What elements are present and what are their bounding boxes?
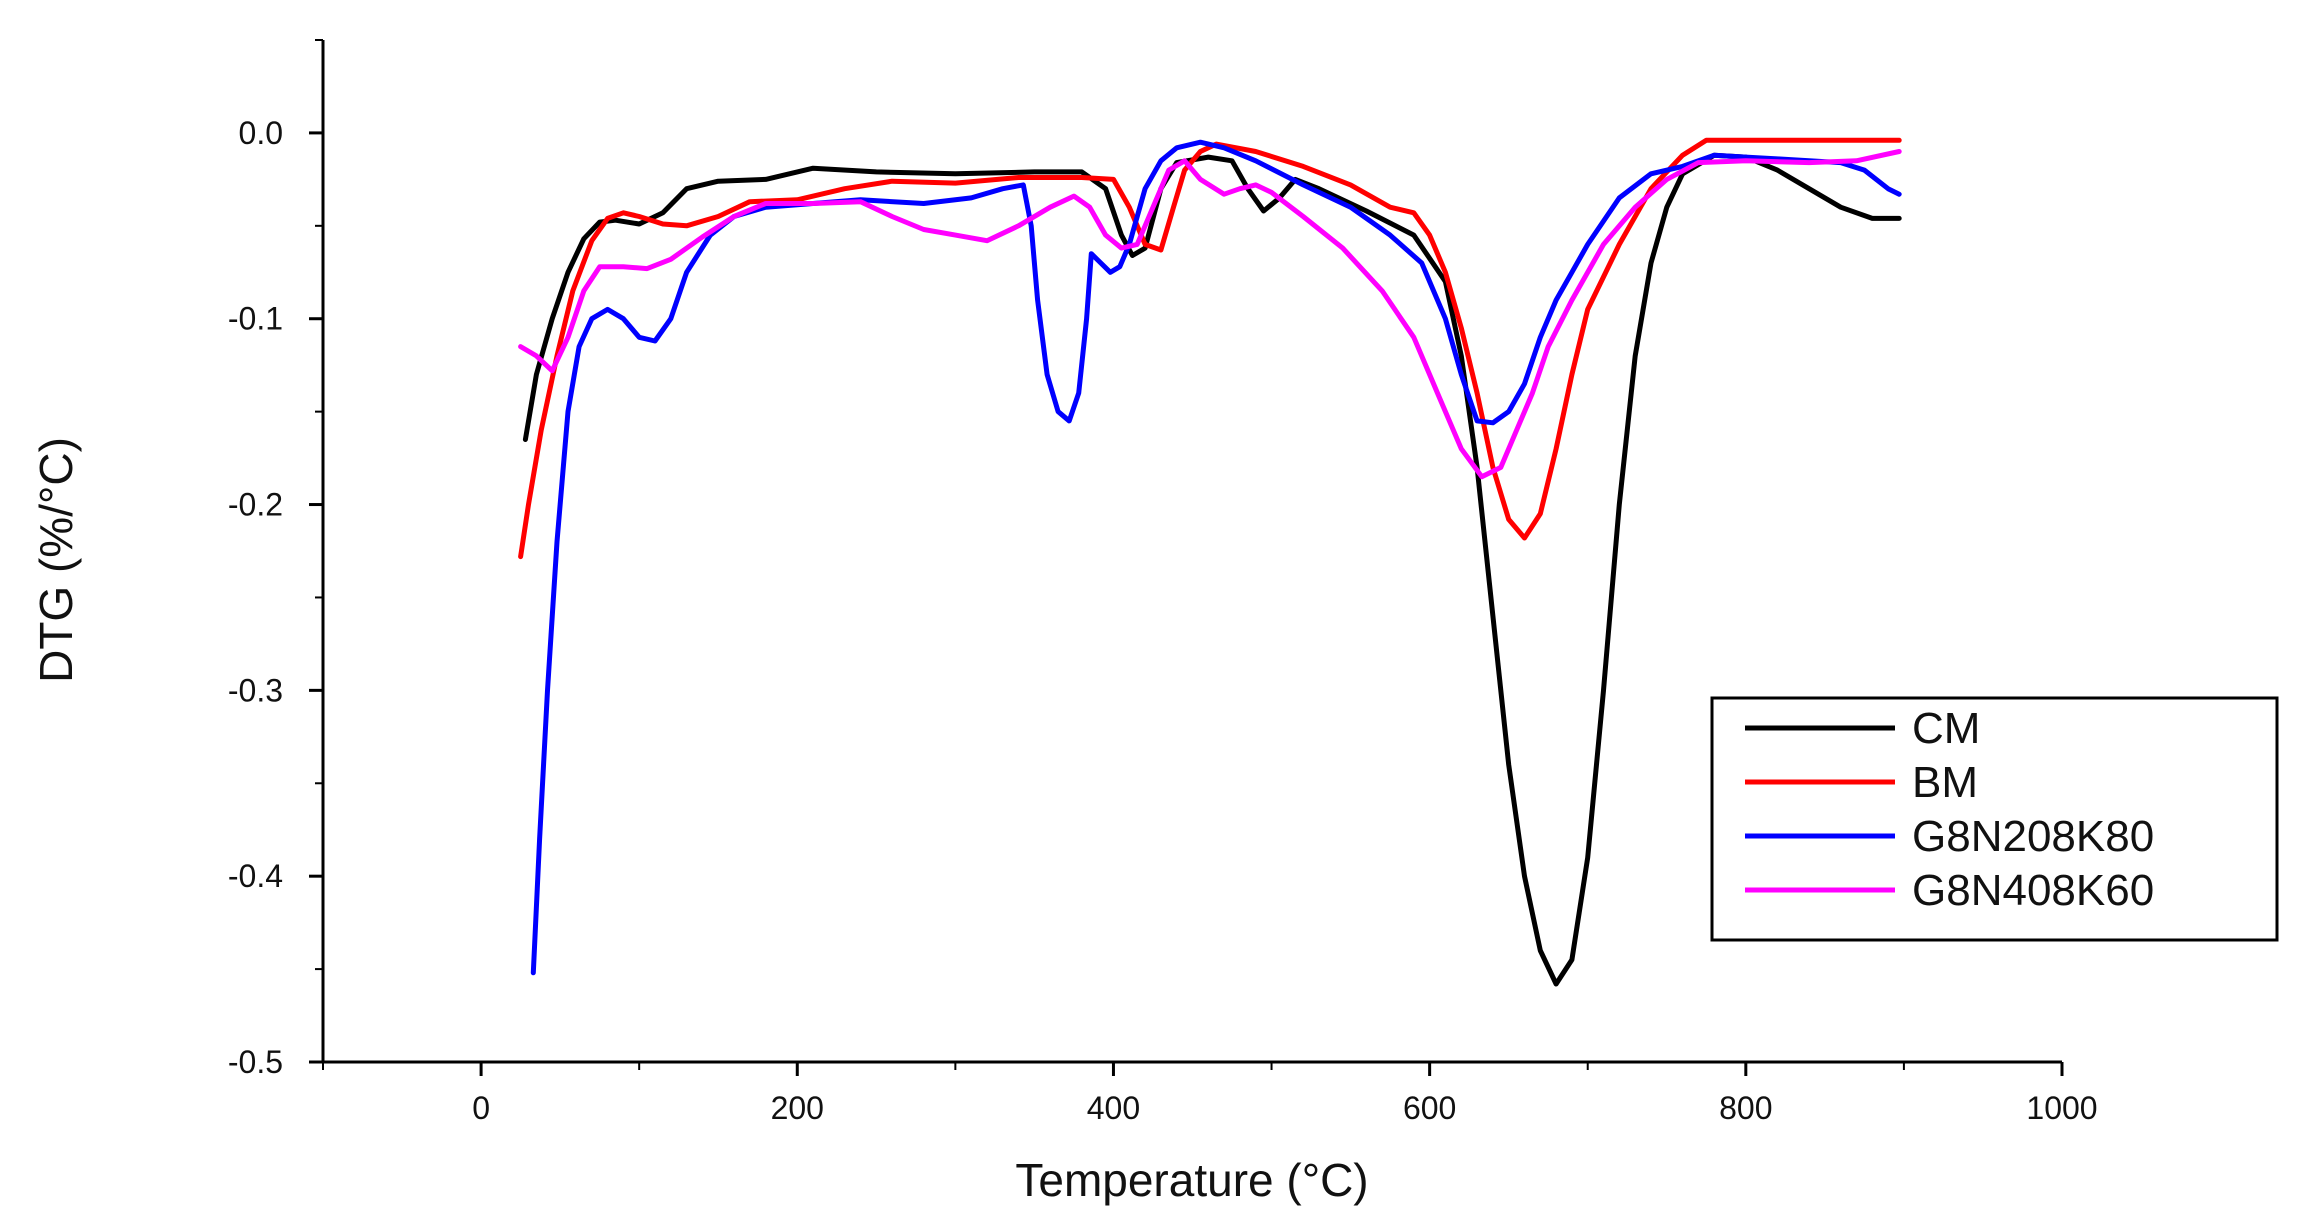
legend-label: CM xyxy=(1912,704,1980,753)
axes xyxy=(321,40,2062,1064)
x-tick-label: 200 xyxy=(771,1090,824,1126)
legend: CM BM G8N208K80 G8N408K60 xyxy=(1710,696,2279,942)
series-line-cm xyxy=(522,152,1902,987)
y-tick-label: 0.0 xyxy=(239,115,283,151)
ticks: 0 200 400 600 800 1000 0.0 -0.1 -0.2 -0.3 -0.4 -0.5 xyxy=(228,39,2098,1126)
series-lines xyxy=(518,137,1902,987)
y-tick-label: -0.1 xyxy=(228,301,283,337)
x-axis-title: Temperature (°C) xyxy=(1015,1154,1368,1206)
legend-label: BM xyxy=(1912,758,1978,807)
x-tick-label: 1000 xyxy=(2026,1090,2097,1126)
x-tick-label: 600 xyxy=(1403,1090,1456,1126)
legend-label: G8N208K80 xyxy=(1912,812,2154,861)
y-axis-title: DTG (%/°C) xyxy=(30,437,82,683)
series-line-g8n208k80 xyxy=(530,139,1902,976)
y-tick-label: -0.2 xyxy=(228,487,283,523)
series-line-bm xyxy=(518,137,1902,560)
x-tick-label: 800 xyxy=(1719,1090,1772,1126)
x-tick-label: 0 xyxy=(472,1090,490,1126)
legend-label: G8N408K60 xyxy=(1912,866,2154,915)
y-tick-label: -0.3 xyxy=(228,672,283,708)
y-tick-label: -0.5 xyxy=(228,1044,283,1080)
x-tick-label: 400 xyxy=(1087,1090,1140,1126)
y-tick-label: -0.4 xyxy=(228,858,283,894)
series-line-g8n408k60 xyxy=(518,149,1902,480)
legend-box xyxy=(1710,696,2279,942)
